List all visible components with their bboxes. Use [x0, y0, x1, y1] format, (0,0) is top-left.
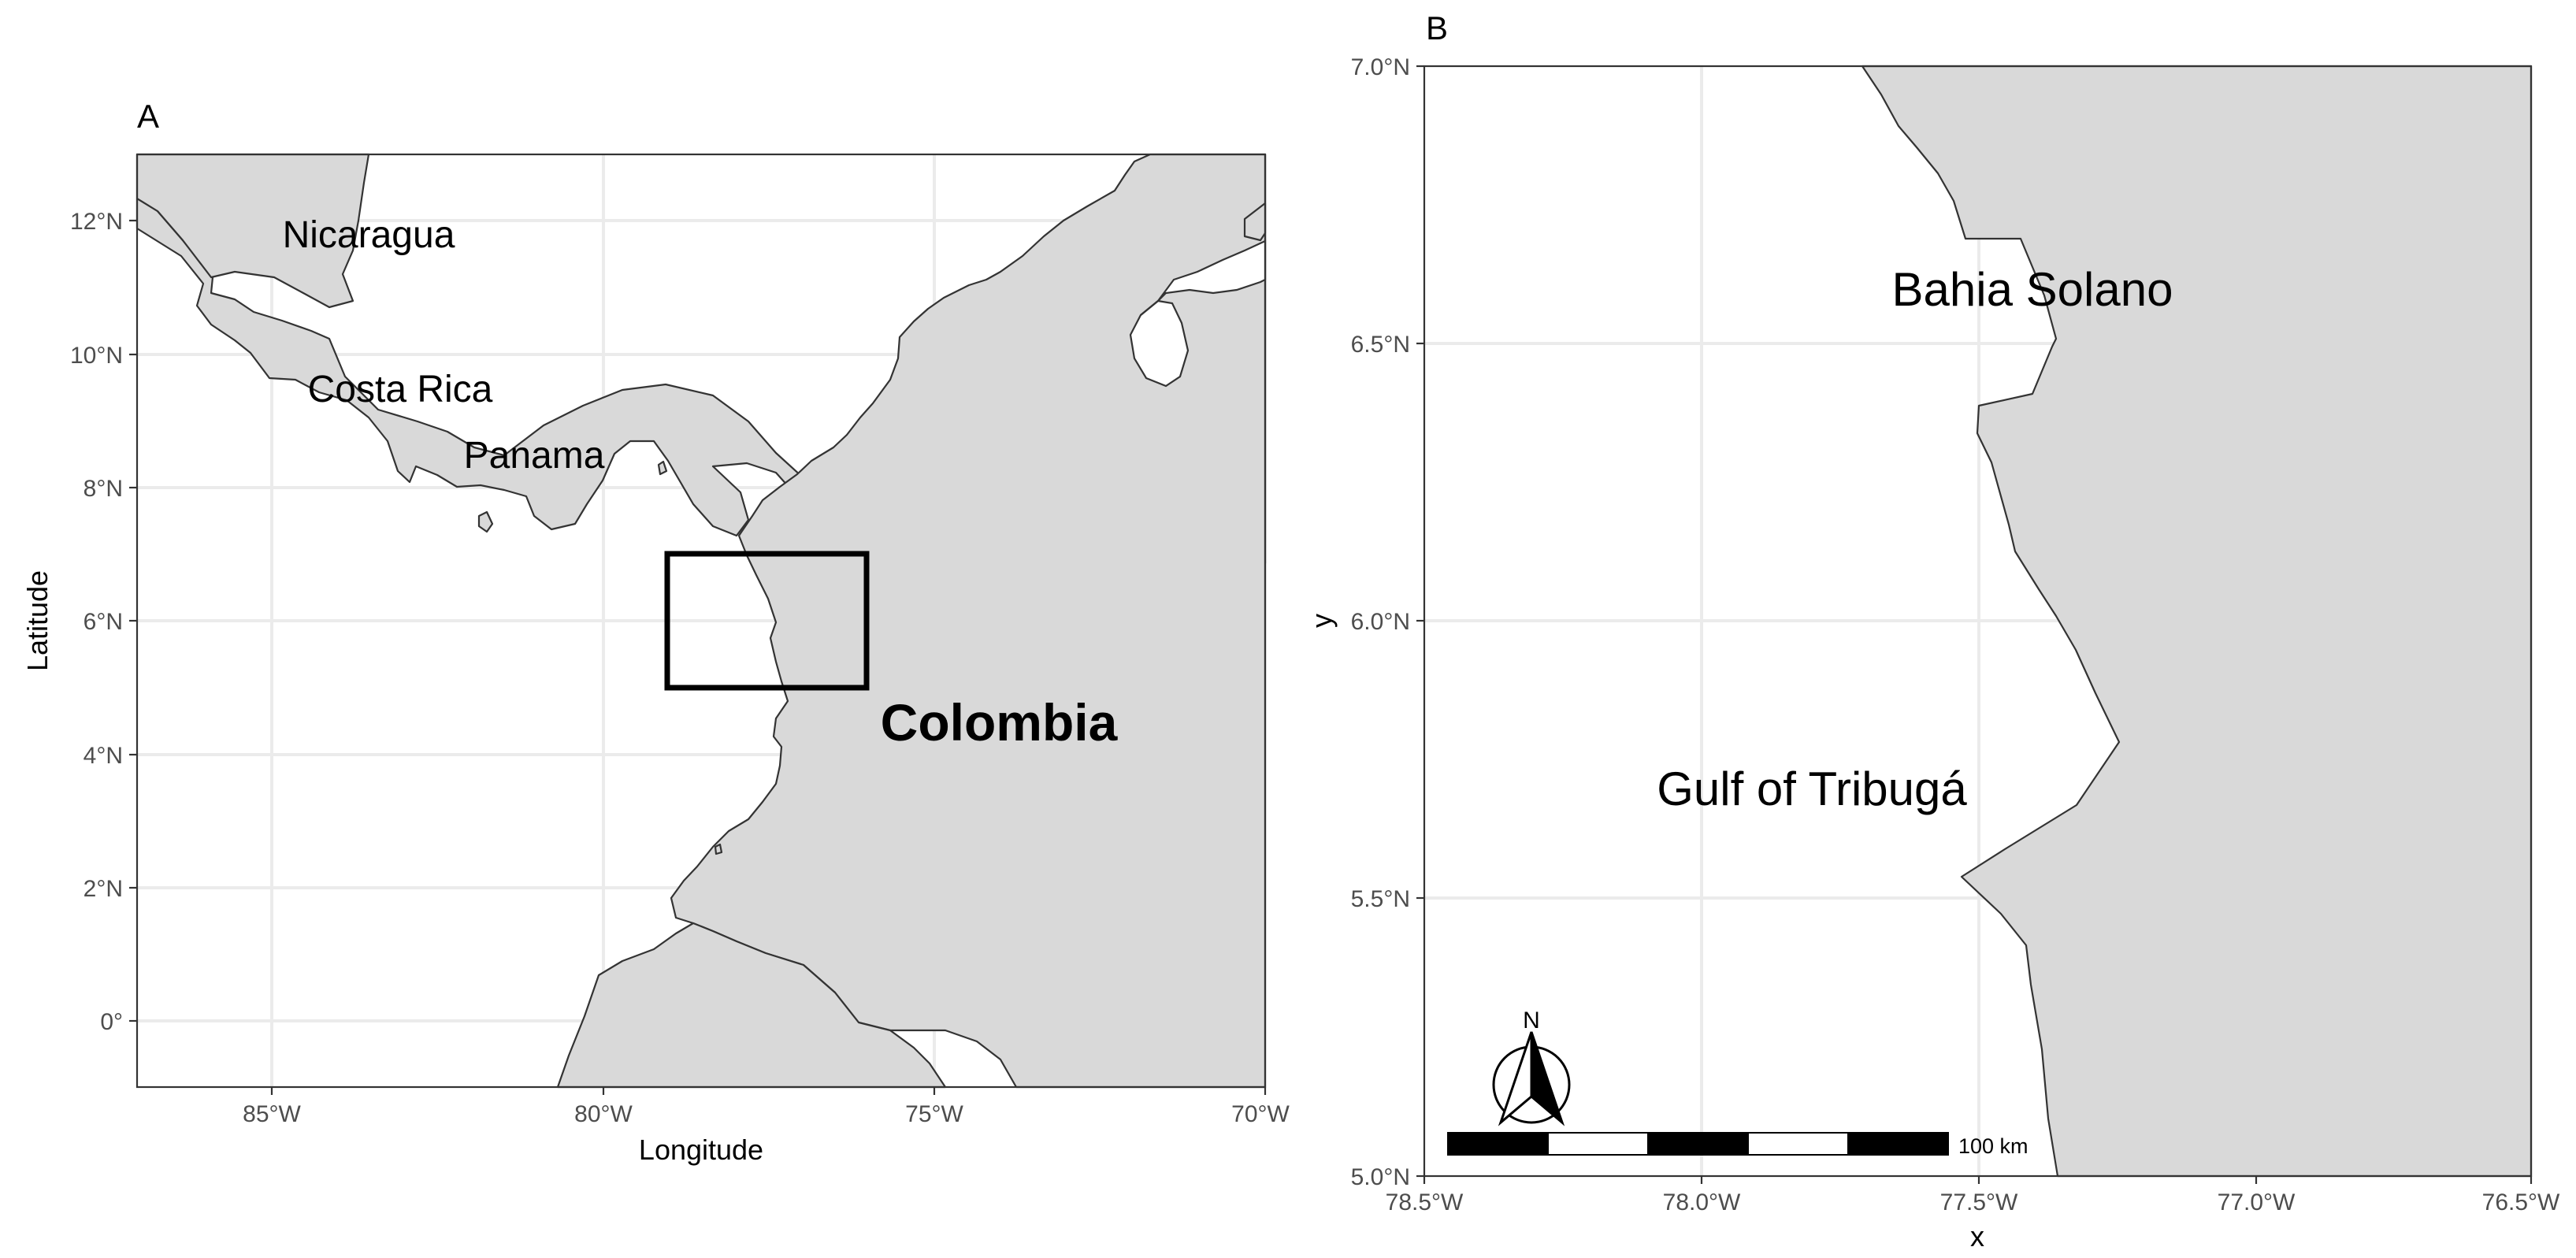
y-tick-label: 10°N: [70, 343, 123, 369]
panel-b: B N 100 km: [1305, 9, 2560, 1252]
y-tick-label: 6°N: [84, 609, 123, 635]
scale-bar-label: 100 km: [1958, 1134, 2029, 1158]
panel-a-x-ticks: 85°W 80°W 75°W 70°W: [243, 1087, 1290, 1127]
x-tick-label: 77.0°W: [2218, 1189, 2296, 1215]
y-tick-label: 0°: [100, 1009, 123, 1035]
choco-coast-landmass: [1861, 65, 2533, 1178]
study-area-box: [664, 551, 870, 691]
panel-a: A: [21, 98, 1290, 1166]
label-panama: Panama: [464, 435, 605, 477]
x-tick-label: 70°W: [1231, 1101, 1290, 1127]
y-tick-label: 7.0°N: [1351, 54, 1410, 80]
north-arrow-right-half: [1530, 1031, 1565, 1126]
x-tick-label: 85°W: [243, 1101, 301, 1127]
caribbean-cut: [1140, 239, 1267, 316]
x-tick-label: 78.0°W: [1663, 1189, 1741, 1215]
panel-b-x-ticks: 78.5°W 78.0°W 77.5°W 77.0°W 76.5°W: [1386, 1176, 2560, 1215]
y-tick-label: 12°N: [70, 209, 123, 235]
x-tick-label: 77.5°W: [1940, 1189, 2018, 1215]
y-tick-label: 5.5°N: [1351, 886, 1410, 912]
ecuador-landmass: [556, 922, 947, 1089]
y-tick-label: 6.5°N: [1351, 332, 1410, 358]
label-costa-rica: Costa Rica: [308, 369, 493, 410]
label-gulf-of-tribuga: Gulf of Tribugá: [1657, 763, 1967, 815]
panel-b-tag: B: [1426, 9, 1448, 46]
x-tick-label: 75°W: [905, 1101, 963, 1127]
central-america-landmass: [135, 197, 811, 537]
panel-b-y-title: y: [1305, 614, 1338, 628]
honduras-landmass: [135, 153, 370, 309]
x-tick-label: 78.5°W: [1386, 1189, 1464, 1215]
scale-segment-4: [1747, 1132, 1849, 1156]
y-tick-label: 5.0°N: [1351, 1164, 1410, 1190]
panel-b-y-ticks: 7.0°N 6.5°N 6.0°N 5.5°N 5.0°N: [1351, 54, 1424, 1190]
island-coiba: [477, 510, 494, 533]
panel-a-tag: A: [137, 98, 159, 135]
island-pearl: [657, 460, 668, 476]
y-tick-label: 6.0°N: [1351, 609, 1410, 635]
north-arrow-left-half: [1498, 1031, 1533, 1126]
north-arrow-label: N: [1523, 1008, 1540, 1033]
x-tick-label: 76.5°W: [2482, 1189, 2560, 1215]
scale-bar: 100 km: [1447, 1132, 2029, 1158]
label-colombia: Colombia: [881, 693, 1119, 751]
scale-segment-1: [1447, 1132, 1549, 1156]
scale-segment-3: [1647, 1132, 1749, 1156]
y-tick-label: 8°N: [84, 476, 123, 502]
panel-a-land: [135, 153, 1267, 1089]
label-nicaragua: Nicaragua: [283, 214, 455, 256]
island-gorgona: [714, 843, 723, 855]
panel-a-x-title: Longitude: [639, 1134, 763, 1166]
panel-a-y-ticks: 12°N 10°N 8°N 6°N 4°N 2°N 0°: [70, 209, 137, 1035]
x-tick-label: 80°W: [574, 1101, 633, 1127]
scale-segment-5: [1847, 1132, 1949, 1156]
y-tick-label: 4°N: [84, 743, 123, 769]
scale-segment-2: [1547, 1132, 1649, 1156]
panel-b-x-title: x: [1970, 1220, 1984, 1252]
label-bahia-solano: Bahia Solano: [1892, 263, 2173, 316]
y-tick-label: 2°N: [84, 876, 123, 902]
lake-maracaibo: [1129, 299, 1190, 388]
north-arrow: N: [1492, 1008, 1571, 1126]
panel-a-y-title: Latitude: [21, 570, 54, 671]
